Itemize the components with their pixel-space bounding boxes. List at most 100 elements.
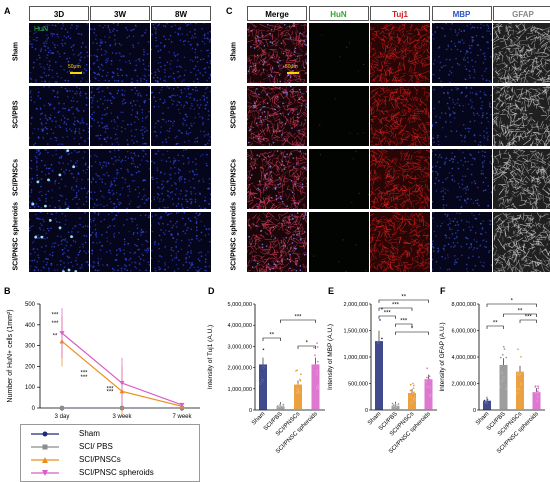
panel-c-image-1-4 xyxy=(493,86,550,146)
panel-c-image-2-3 xyxy=(431,149,492,209)
e-point-3 xyxy=(428,375,431,378)
legend-item-3: SCI/PNSC spheroids xyxy=(31,468,154,478)
panel-c-scale-label: 50μm xyxy=(285,64,298,70)
f-ytick-label: 4,000,000 xyxy=(452,355,476,361)
d-point-2 xyxy=(296,387,299,390)
legend-label-1: SCI/ PBS xyxy=(79,442,113,452)
f-point-3 xyxy=(536,390,539,393)
f-point-2 xyxy=(518,373,521,376)
e-sig-label: *** xyxy=(384,311,392,317)
f-sig-label: ** xyxy=(493,321,498,327)
f-xtick-label-0: Sham xyxy=(475,411,490,426)
panel-c-image-3-0 xyxy=(247,212,307,272)
e-point-3 xyxy=(426,385,429,388)
panel-c-image-2-4 xyxy=(493,149,550,209)
panel-c-col-2: Tuj1 xyxy=(370,6,430,21)
e-point-1 xyxy=(391,402,394,405)
legend-label-0: Sham xyxy=(79,429,100,439)
legend-item-1: SCI/ PBS xyxy=(31,442,113,452)
panel-c-image-3-3 xyxy=(431,212,492,272)
panel-letter-d: D xyxy=(208,286,215,296)
f-point-2 xyxy=(520,383,523,386)
f-sig-label: ** xyxy=(518,309,523,315)
e-point-2 xyxy=(412,387,415,390)
d-sig-bracket xyxy=(262,337,281,341)
d-xtick-label-0: Sham xyxy=(251,411,266,426)
f-point-1 xyxy=(501,353,504,356)
f-point-3 xyxy=(534,386,537,389)
panel-a-col-2: 8W xyxy=(151,6,211,21)
panel-a-image-0-1 xyxy=(90,23,150,83)
panel-letter-f: F xyxy=(440,286,446,296)
panel-c-scale-bar xyxy=(287,72,299,74)
f-point-3 xyxy=(536,385,539,388)
panel-a-hun-label: HuN xyxy=(34,26,49,33)
panel-c-image-1-1 xyxy=(308,86,369,146)
f-bar-1 xyxy=(499,364,508,410)
d-sig-bracket xyxy=(297,345,316,349)
e-point-2 xyxy=(413,398,416,401)
f-ytick-label: 0 xyxy=(473,408,476,414)
e-ytick-label: 1,500,000 xyxy=(344,329,368,335)
f-bar-0 xyxy=(483,400,491,410)
d-point-3 xyxy=(316,384,319,387)
d-point-2 xyxy=(297,382,300,385)
d-point-1 xyxy=(280,406,283,409)
d-sig-label: ** xyxy=(269,333,274,339)
f-point-3 xyxy=(535,392,538,395)
panel-a-col-1: 3W xyxy=(90,6,150,21)
e-sig-bracket xyxy=(378,299,429,303)
panel-a-image-0-0 xyxy=(29,23,89,83)
panel-a-scale-label: 50μm xyxy=(68,64,81,70)
legend-label-3: SCI/PNSC spheroids xyxy=(79,468,154,478)
d-point-2 xyxy=(298,391,301,394)
panel-b-line-chart: 0 100 200 300 400 500 3 day 3 week 7 week Number … xyxy=(7,302,200,420)
b-annotation: *** xyxy=(51,312,59,318)
f-point-1 xyxy=(502,345,505,348)
e-ytick-label: 0 xyxy=(365,408,368,414)
d-point-0 xyxy=(262,366,265,369)
f-point-1 xyxy=(501,380,504,383)
panel-c-image-1-0 xyxy=(247,86,307,146)
f-point-3 xyxy=(537,395,540,398)
d-ytick-label: 0 xyxy=(249,408,252,414)
panel-a-col-0: 3D xyxy=(29,6,89,21)
d-point-2 xyxy=(296,392,299,395)
panel-c-image-0-4 xyxy=(493,23,550,83)
e-sig-label: *** xyxy=(400,319,408,325)
d-point-2 xyxy=(299,379,302,382)
e-point-3 xyxy=(428,378,431,381)
f-point-1 xyxy=(501,371,504,374)
e-ytick-label: 2,000,000 xyxy=(344,302,368,308)
b-point-3-1 xyxy=(119,381,125,386)
panel-c-col-0: Merge xyxy=(247,6,307,21)
panel-a-image-2-2 xyxy=(151,149,211,209)
panel-letter-b: B xyxy=(4,286,11,296)
b-point-1-0 xyxy=(60,406,64,410)
f-point-1 xyxy=(505,387,508,390)
legend-swatch-2 xyxy=(31,457,59,463)
panel-c-image-0-1 xyxy=(308,23,369,83)
d-point-3 xyxy=(313,354,316,357)
d-point-3 xyxy=(312,346,315,349)
d-ytick-label: 3,000,000 xyxy=(228,344,252,350)
f-sig-label: *** xyxy=(525,315,533,321)
e-ytick-label: 1,000,000 xyxy=(344,355,368,361)
f-point-1 xyxy=(499,385,502,388)
f-bar-2 xyxy=(516,371,524,410)
d-point-0 xyxy=(259,382,262,385)
panel-c-image-0-0 xyxy=(247,23,307,83)
e-point-3 xyxy=(429,386,432,389)
b-point-3-0 xyxy=(59,331,65,336)
panel-c-image-0-3 xyxy=(431,23,492,83)
d-bar-0 xyxy=(259,364,267,410)
d-ylabel: Intensity of Tuj1 (A.U.) xyxy=(207,325,214,389)
d-point-2 xyxy=(295,369,298,372)
e-ytick-label: 500,000 xyxy=(348,382,368,388)
panel-letter-a: A xyxy=(4,6,11,16)
b-annotation: *** xyxy=(80,375,88,381)
d-point-0 xyxy=(261,379,264,382)
b-xtick-label: 3 week xyxy=(112,414,132,420)
e-sig-bracket xyxy=(395,323,413,327)
panel-c-row-2: SCI/PNSCs xyxy=(230,159,238,196)
